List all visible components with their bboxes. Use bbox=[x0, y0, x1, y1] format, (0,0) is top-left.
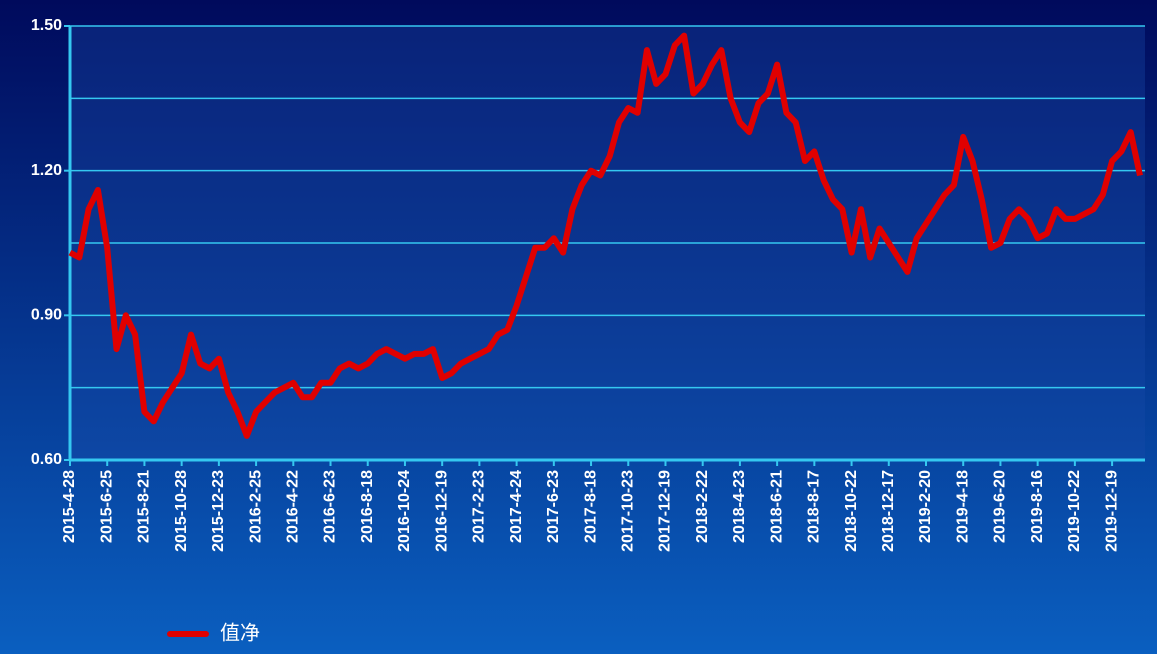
x-tick-label: 2015-12-23 bbox=[210, 470, 227, 552]
x-tick-label: 2017-4-24 bbox=[508, 470, 525, 543]
x-tick-label: 2019-10-22 bbox=[1066, 470, 1083, 552]
y-tick-label: 0.90 bbox=[31, 307, 62, 324]
line bbox=[68, 32, 1143, 439]
x-tick-label: 2016-2-25 bbox=[247, 470, 264, 543]
x-tick-label: 2016-4-22 bbox=[285, 470, 302, 543]
x-tick-label: 2019-4-18 bbox=[954, 470, 971, 543]
x-tick-label: 2018-6-21 bbox=[768, 470, 785, 543]
x-tick-label: 2016-6-23 bbox=[322, 470, 339, 543]
legend-label: 值净 bbox=[220, 621, 260, 644]
x-tick-label: 2015-8-21 bbox=[136, 470, 153, 543]
x-tick-label: 2016-10-24 bbox=[396, 470, 413, 552]
x-tick-label: 2016-8-18 bbox=[359, 470, 376, 543]
x-tick-label: 2018-12-17 bbox=[880, 470, 897, 552]
x-tick-label: 2018-10-22 bbox=[843, 470, 860, 552]
x-tick-label: 2018-8-17 bbox=[806, 470, 823, 543]
x-tick-label: 2018-4-23 bbox=[731, 470, 748, 543]
x-tick-label: 2017-6-23 bbox=[545, 470, 562, 543]
y-tick-label: 1.50 bbox=[31, 17, 62, 34]
y-tick-label: 0.60 bbox=[31, 451, 62, 468]
x-tick-label: 2019-2-20 bbox=[917, 470, 934, 543]
x-tick-label: 2016-12-19 bbox=[433, 470, 450, 552]
x-tick-label: 2019-12-19 bbox=[1103, 470, 1120, 552]
x-tick-label: 2017-8-18 bbox=[582, 470, 599, 543]
x-tick-label: 2017-12-19 bbox=[657, 470, 674, 552]
x-tick-label: 2017-10-23 bbox=[619, 470, 636, 552]
y-tick-label: 1.20 bbox=[31, 162, 62, 179]
x-tick-label: 2015-4-28 bbox=[61, 470, 78, 543]
x-tick-label: 2015-6-25 bbox=[98, 470, 115, 543]
x-tick-label: 2018-2-22 bbox=[694, 470, 711, 543]
x-tick-label: 2015-10-28 bbox=[173, 470, 190, 552]
x-tick-label: 2019-8-16 bbox=[1029, 470, 1046, 543]
x-tick-label: 2017-2-23 bbox=[471, 470, 488, 543]
x-tick-label: 2019-6-20 bbox=[992, 470, 1009, 543]
